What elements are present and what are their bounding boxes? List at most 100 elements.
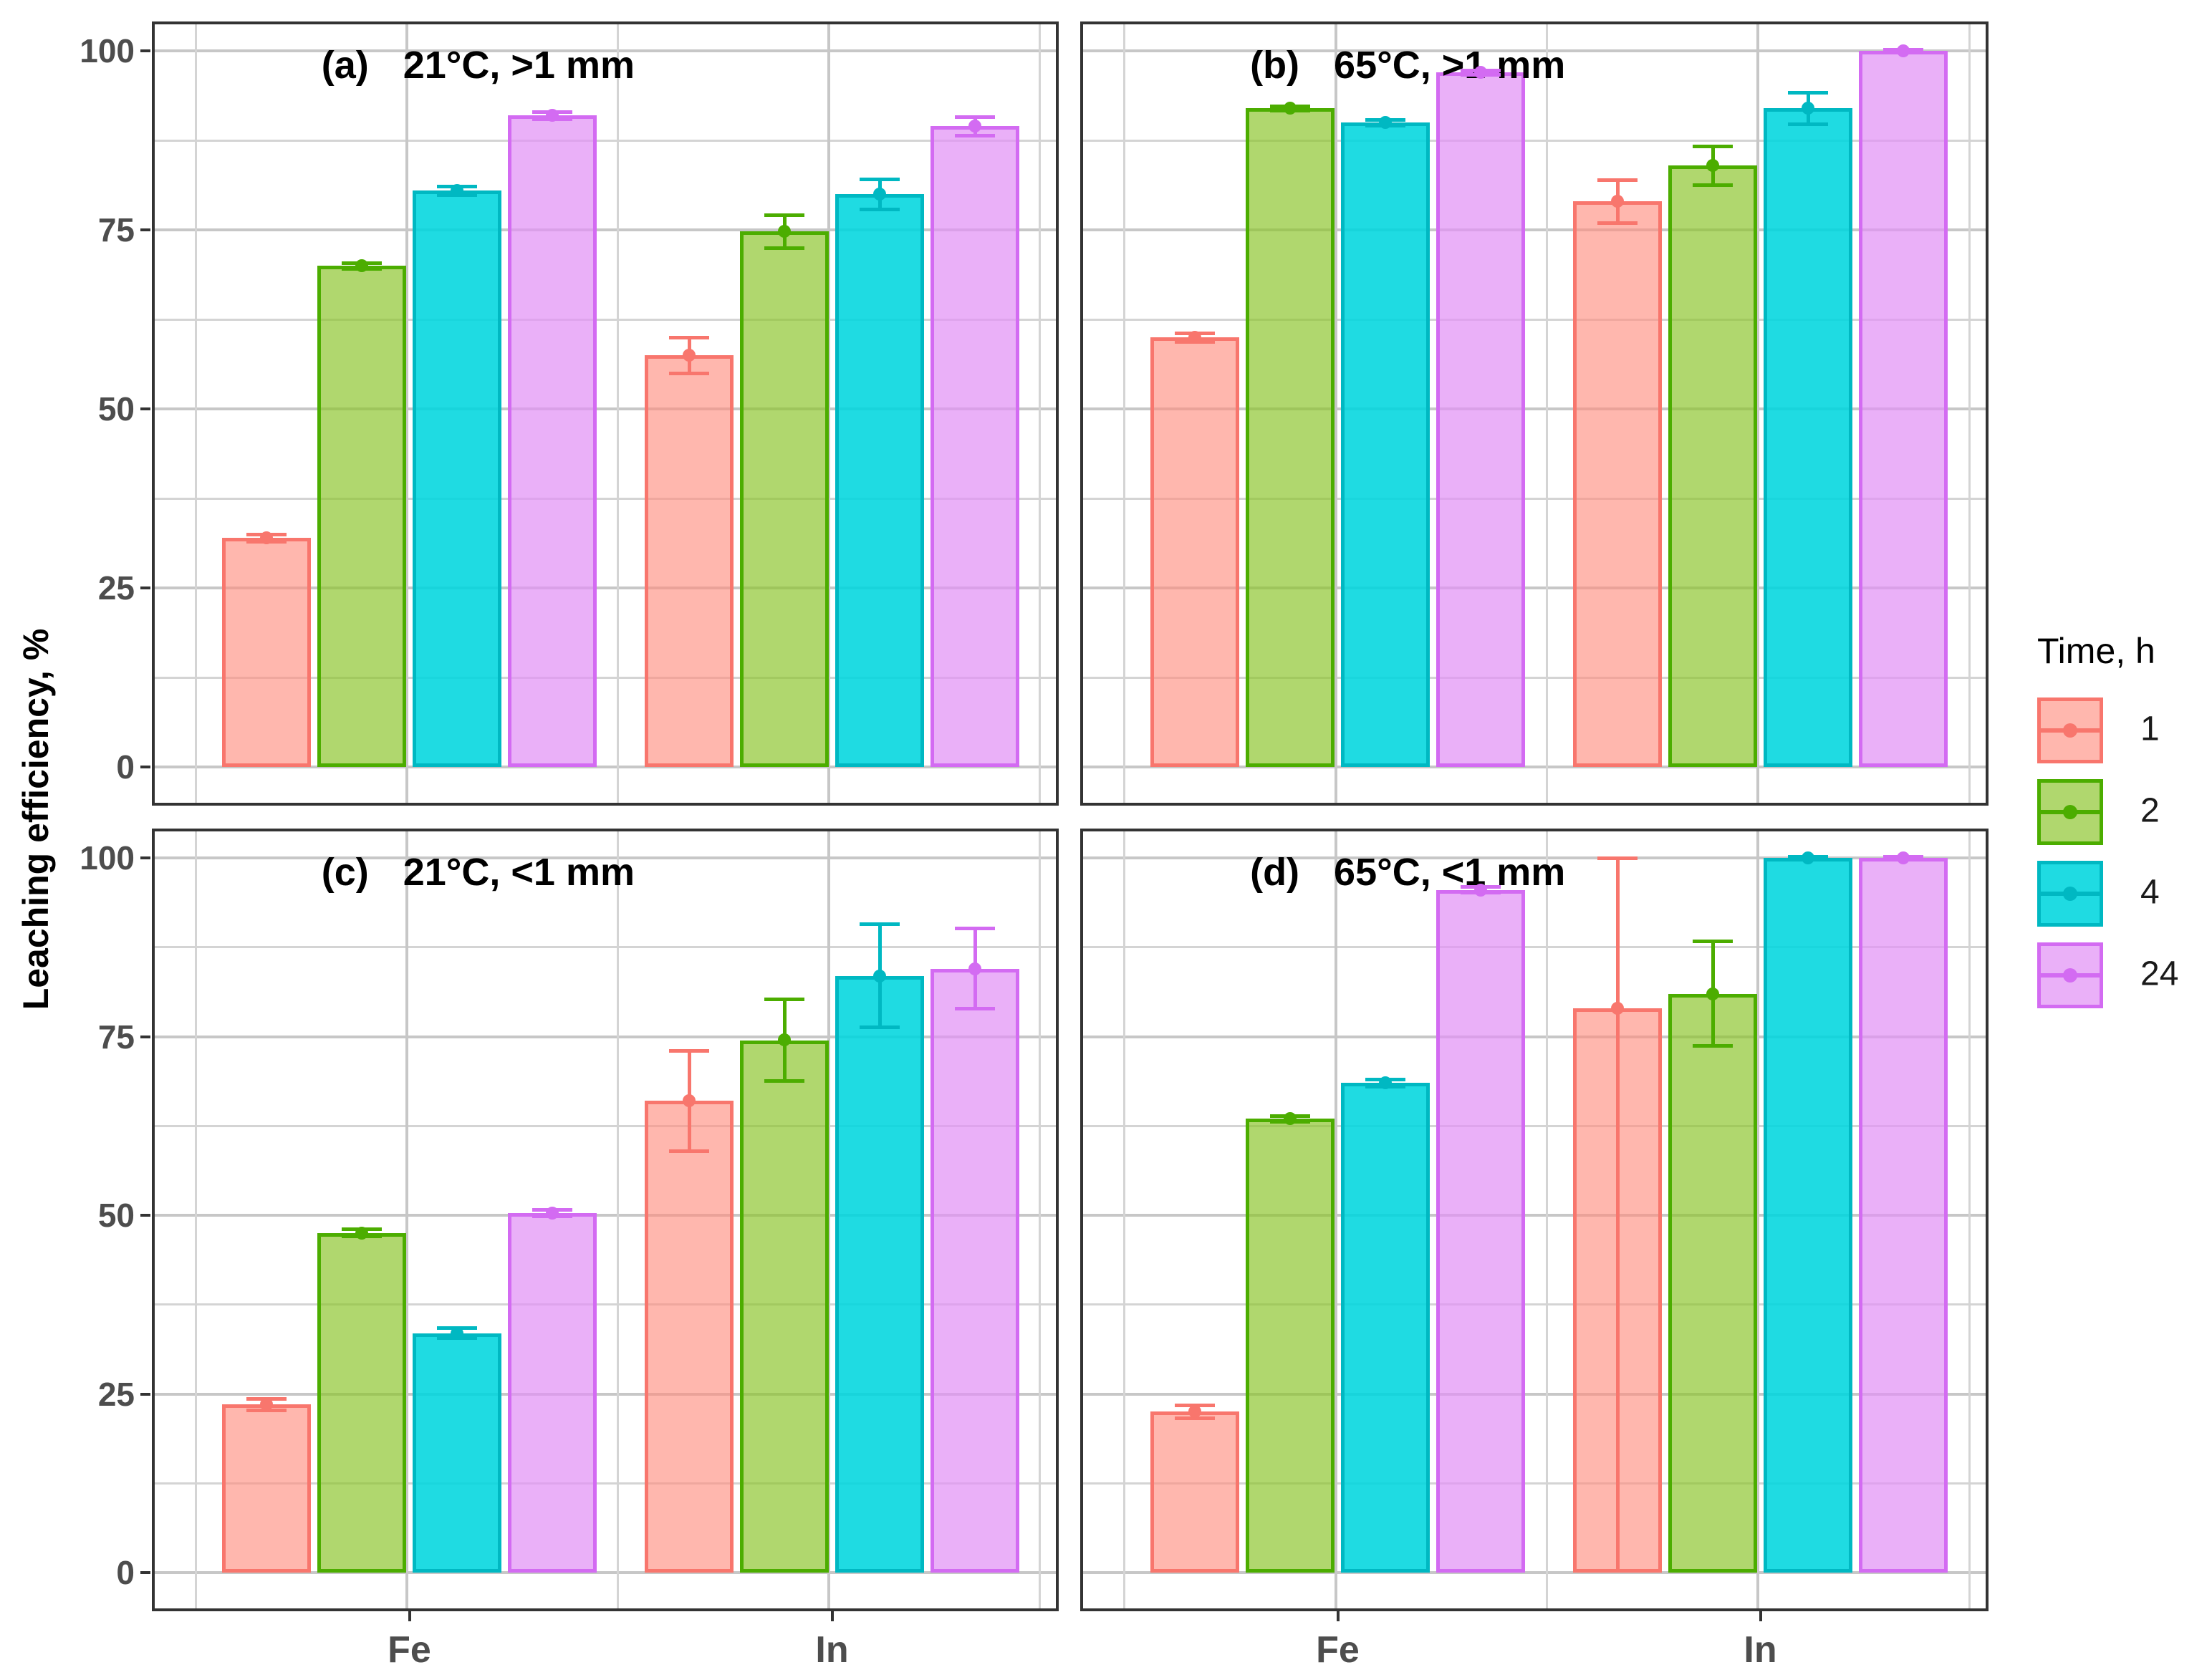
mean-point-d-fe-2h [1284,1112,1297,1126]
errorbar-cap-upper-b-in-4h [1788,90,1828,95]
facet-tag: (c) [321,851,369,894]
mean-point-d-in-4h [1802,851,1814,864]
errorbar-line-d-in-1h [1615,858,1620,1573]
gridline-major-x [405,831,409,1608]
facet-tag: (d) [1250,851,1300,894]
gridline-major-x [405,24,409,803]
gridline-minor-y [1083,946,1986,949]
gridline-minor-y [1083,497,1986,500]
errorbar-cap-lower-c-in-4h [860,1025,900,1030]
bar-b-in-1h [1573,201,1662,767]
gridline-minor-y [1083,1482,1986,1485]
gridline-minor-x [617,24,620,803]
mean-point-b-in-1h [1611,195,1624,208]
y-tick-label-100: 100 [80,839,135,877]
x-tick-label-fe: Fe [388,1629,431,1671]
errorbar-cap-upper-c-in-1h [669,1048,709,1053]
y-tick-mark-0 [140,766,150,768]
errorbar-cap-upper-b-in-1h [1597,178,1638,182]
mean-point-b-fe-4h [1379,116,1392,129]
errorbar-cap-upper-b-in-2h [1693,144,1733,148]
gridline-minor-x [1968,24,1971,803]
mean-point-b-in-4h [1802,102,1814,115]
panel-b: (b) 65°C, >1 mm [1080,21,1989,806]
gridline-minor-y [1083,139,1986,142]
facet-label-d: (d) 65°C, <1 mm [1250,850,1565,894]
gridline-major-x [1756,24,1760,803]
gridline-major-y [155,766,1056,768]
legend-key-point-icon [2063,887,2077,901]
x-tick-label-fe: Fe [1316,1629,1360,1671]
legend-key-24h [2037,942,2103,1008]
bar-c-in-2h [740,1040,829,1573]
mean-point-c-fe-4h [451,1326,463,1340]
gridline-minor-x [1123,831,1126,1608]
errorbar-cap-upper-a-in-24h [955,115,995,119]
gridline-major-y [1083,766,1986,768]
gridline-major-y [155,407,1056,410]
gridline-minor-x [1038,24,1041,803]
gridline-minor-x [195,24,198,803]
gridline-major-y [155,49,1056,52]
legend-label-2h: 2 [2140,791,2160,830]
bar-d-fe-1h [1150,1411,1239,1573]
gridline-major-x [1334,24,1337,803]
errorbar-cap-upper-a-in-1h [669,335,709,339]
bar-a-in-2h [740,231,829,767]
bar-b-fe-2h [1246,108,1335,767]
bar-a-fe-1h [222,538,311,767]
legend-key-point-icon [2063,805,2077,819]
legend-title: Time, h [2037,631,2155,671]
panel-a: (a) 21°C, >1 mm [152,21,1059,806]
gridline-minor-y [1083,318,1986,321]
bar-c-in-1h [645,1101,734,1573]
errorbar-cap-upper-a-in-2h [764,213,804,217]
facet-label-b: (b) 65°C, >1 mm [1250,43,1565,87]
mean-point-a-fe-1h [260,531,273,544]
mean-point-d-fe-1h [1188,1405,1201,1419]
legend-items: 1 2 4 24 [2034,697,2212,1008]
bar-a-in-4h [835,194,924,767]
mean-point-c-fe-24h [546,1207,559,1220]
bar-a-in-1h [645,355,734,767]
bar-d-in-4h [1764,858,1852,1573]
legend-label-4h: 4 [2140,873,2160,912]
gridline-minor-x [1968,831,1971,1608]
mean-point-b-in-24h [1897,44,1910,57]
errorbar-cap-upper-c-in-4h [860,922,900,927]
bar-b-fe-1h [1150,337,1239,767]
errorbar-cap-lower-c-in-2h [764,1078,804,1083]
gridline-major-y [155,228,1056,231]
gridline-major-y [1083,1035,1986,1038]
gridline-major-y [155,1214,1056,1217]
y-tick-mark-25 [140,587,150,589]
legend-key-1h [2037,697,2103,763]
mean-point-d-fe-24h [1474,883,1487,897]
y-tick-label-0: 0 [116,1554,135,1591]
gridline-minor-y [155,1124,1056,1127]
gridline-minor-x [1123,24,1126,803]
legend-key-point-icon [2063,723,2077,738]
mean-point-a-in-2h [778,225,791,238]
errorbar-cap-lower-a-in-2h [764,246,804,250]
errorbar-cap-lower-a-in-1h [669,371,709,375]
bar-b-fe-24h [1436,72,1525,767]
bar-a-fe-2h [317,266,406,767]
y-tick-label-50: 50 [97,1197,135,1234]
gridline-minor-y [155,318,1056,321]
errorbar-cap-upper-a-in-4h [860,177,900,181]
mean-point-d-in-24h [1897,851,1910,864]
errorbar-cap-lower-b-in-2h [1693,183,1733,187]
mean-point-c-fe-2h [355,1226,368,1240]
errorbar-cap-lower-b-in-1h [1597,221,1638,225]
legend-item-2h: 2 [2034,779,2212,845]
y-tick-mark-100 [140,856,150,859]
gridline-minor-y [155,497,1056,500]
facet-condition: 65°C, <1 mm [1334,851,1566,894]
y-tick-label-100: 100 [80,32,135,69]
gridline-major-y [1083,587,1986,589]
legend-key-2h [2037,779,2103,845]
gridline-minor-y [155,139,1056,142]
gridline-minor-y [155,1303,1056,1306]
